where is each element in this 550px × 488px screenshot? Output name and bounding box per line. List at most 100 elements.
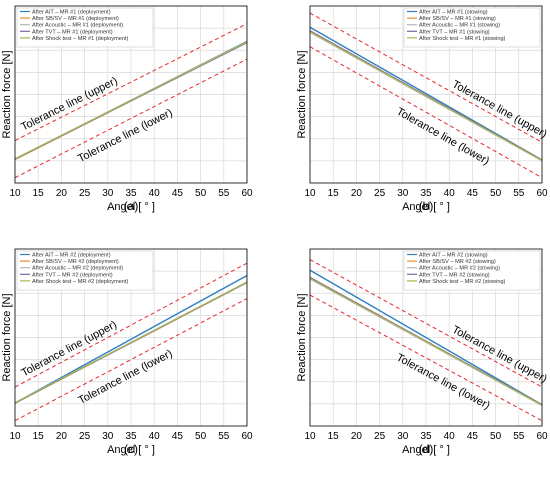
x-tick-label: 20: [56, 431, 68, 442]
tolerance-line-lower: [14, 298, 248, 422]
x-tick-label: 10: [9, 431, 21, 442]
x-tick-label: 55: [218, 431, 230, 442]
tolerance-line-upper: [14, 23, 248, 141]
x-tick-label: 10: [9, 188, 21, 199]
x-tick-label: 10: [304, 188, 316, 199]
x-tick-label: 60: [536, 431, 548, 442]
tolerance-line-lower: [309, 294, 543, 422]
series-line: [14, 274, 248, 404]
legend-entry: After Shock test – MR #1 (stowing): [419, 36, 506, 42]
x-tick-label: 10: [304, 431, 316, 442]
x-tick-label: 45: [467, 431, 479, 442]
x-tick-label: 30: [397, 188, 409, 199]
legend-entry: After Acoustic – MR #2 (deployment): [32, 266, 123, 272]
x-tick-label: 25: [374, 188, 386, 199]
legend: After AIT – MR #1 (deployment)After SB/S…: [16, 7, 154, 48]
x-tick-label: 50: [490, 431, 502, 442]
legend-entry: After SB/SV – MR #1 (deployment): [32, 16, 119, 22]
axes-frame: [309, 248, 543, 427]
x-tick-label: 20: [56, 188, 68, 199]
legend-entry: After Acoustic – MR #1 (deployment): [32, 23, 123, 29]
x-tick-label: 45: [172, 188, 184, 199]
legend-entry: After Shock test – MR #1 (deployment): [32, 36, 129, 42]
y-axis-label: Reaction force [N]: [1, 293, 13, 381]
legend-entry: After Shock test – MR #2 (deployment): [32, 279, 129, 285]
x-tick-label: 35: [125, 431, 137, 442]
legend-entry: After AIT – MR #2 (deployment): [32, 253, 111, 259]
legend-entry: After TVT – MR #1 (stowing): [419, 29, 490, 35]
legend-entry: After Acoustic – MR #1 (stowing): [419, 23, 500, 29]
y-axis-label: Reaction force [N]: [1, 50, 13, 138]
tolerance-line-upper: [14, 262, 248, 388]
x-axis-label: Angel [ ° ]: [402, 201, 450, 213]
x-tick-label: 15: [33, 431, 45, 442]
legend-entry: After SB/SV – MR #2 (stowing): [419, 259, 496, 265]
chart-panel: Tolerance line (upper)Tolerance line (lo…: [296, 248, 549, 456]
legend-entry: After Acoustic – MR #2 (stowing): [419, 266, 500, 272]
legend-entry: After AIT – MR #1 (deployment): [32, 10, 111, 16]
x-tick-label: 50: [195, 431, 207, 442]
series-line: [14, 281, 248, 404]
x-tick-label: 55: [513, 188, 525, 199]
tolerance-line-upper: [309, 259, 543, 388]
legend: After AIT – MR #2 (deployment)After SB/S…: [16, 250, 154, 291]
legend-entry: After Shock test – MR #2 (stowing): [419, 279, 506, 285]
x-tick-label: 45: [172, 431, 184, 442]
legend-box: [403, 250, 541, 291]
x-tick-label: 25: [79, 188, 91, 199]
panel-label: (d): [419, 442, 434, 456]
legend-entry: After AIT – MR #2 (stowing): [419, 253, 488, 259]
y-axis-label: Reaction force [N]: [296, 50, 308, 138]
legend-entry: After TVT – MR #1 (deployment): [32, 29, 113, 35]
legend: After AIT – MR #1 (stowing)After SB/SV –…: [403, 7, 541, 48]
legend-entry: After SB/SV – MR #2 (deployment): [32, 259, 119, 265]
legend-entry: After TVT – MR #2 (deployment): [32, 272, 113, 278]
x-tick-label: 35: [125, 188, 137, 199]
panel-label: (c): [124, 442, 138, 456]
x-tick-label: 55: [513, 431, 525, 442]
x-axis-label: Angel [ ° ]: [107, 444, 155, 456]
x-axis-label: Angel [ ° ]: [107, 201, 155, 213]
x-tick-label: 25: [79, 431, 91, 442]
legend-box: [16, 7, 154, 48]
x-tick-label: 55: [218, 188, 230, 199]
x-tick-label: 40: [149, 188, 161, 199]
x-tick-label: 60: [241, 431, 253, 442]
x-tick-label: 15: [33, 188, 45, 199]
x-tick-label: 30: [102, 431, 114, 442]
axes-frame: [14, 5, 248, 184]
x-tick-label: 60: [241, 188, 253, 199]
x-tick-label: 20: [351, 188, 363, 199]
series-line: [14, 41, 248, 160]
x-tick-label: 30: [102, 188, 114, 199]
legend-box: [403, 7, 541, 48]
legend-entry: After AIT – MR #1 (stowing): [419, 10, 488, 16]
y-axis-label: Reaction force [N]: [296, 293, 308, 381]
axes-frame: [14, 248, 248, 427]
legend-box: [16, 250, 154, 291]
x-tick-label: 40: [149, 431, 161, 442]
x-tick-label: 60: [536, 188, 548, 199]
x-tick-label: 50: [490, 188, 502, 199]
x-tick-label: 35: [420, 188, 432, 199]
x-tick-label: 50: [195, 188, 207, 199]
legend: After AIT – MR #2 (stowing)After SB/SV –…: [403, 250, 541, 291]
tolerance-line-upper: [309, 12, 543, 143]
legend-entry: After TVT – MR #2 (stowing): [419, 272, 490, 278]
panel-label: (a): [124, 199, 139, 213]
x-tick-label: 15: [328, 188, 340, 199]
x-tick-label: 20: [351, 431, 363, 442]
legend-entry: After SB/SV – MR #1 (stowing): [419, 16, 496, 22]
chart-panel: Tolerance line (upper)Tolerance line (lo…: [1, 248, 253, 456]
chart-panel: Tolerance line (upper)Tolerance line (lo…: [296, 5, 549, 213]
x-tick-label: 15: [328, 431, 340, 442]
series-line: [309, 277, 543, 406]
chart-panel: Tolerance line (upper)Tolerance line (lo…: [1, 5, 253, 213]
x-tick-label: 30: [397, 431, 409, 442]
tolerance-line-lower: [14, 58, 248, 179]
axes-frame: [309, 5, 543, 184]
x-tick-label: 40: [444, 188, 456, 199]
x-axis-label: Angel [ ° ]: [402, 444, 450, 456]
x-tick-label: 25: [374, 431, 386, 442]
